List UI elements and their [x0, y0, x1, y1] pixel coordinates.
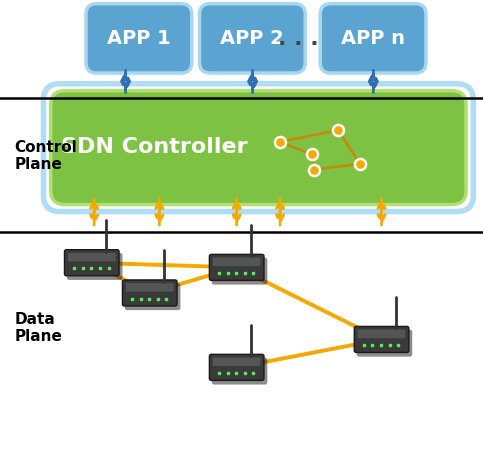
FancyBboxPatch shape: [210, 254, 264, 280]
FancyBboxPatch shape: [355, 326, 409, 352]
FancyBboxPatch shape: [357, 330, 412, 357]
FancyBboxPatch shape: [67, 253, 123, 280]
FancyBboxPatch shape: [65, 250, 119, 276]
FancyBboxPatch shape: [212, 258, 268, 285]
FancyBboxPatch shape: [320, 4, 426, 73]
FancyBboxPatch shape: [212, 358, 268, 385]
FancyBboxPatch shape: [123, 280, 177, 306]
Text: APP 1: APP 1: [107, 29, 170, 48]
FancyBboxPatch shape: [213, 358, 261, 366]
Text: APP n: APP n: [341, 29, 405, 48]
FancyBboxPatch shape: [199, 4, 305, 73]
Text: . . .: . . .: [278, 28, 318, 49]
FancyBboxPatch shape: [51, 91, 466, 205]
FancyBboxPatch shape: [126, 283, 174, 292]
Text: Data
Plane: Data Plane: [14, 312, 62, 344]
FancyBboxPatch shape: [68, 253, 116, 261]
FancyBboxPatch shape: [210, 354, 264, 380]
FancyBboxPatch shape: [86, 4, 192, 73]
FancyBboxPatch shape: [358, 330, 406, 338]
FancyBboxPatch shape: [125, 283, 181, 310]
FancyBboxPatch shape: [213, 258, 261, 266]
Text: Control
Plane: Control Plane: [14, 140, 77, 172]
Text: APP 2: APP 2: [221, 29, 284, 48]
Text: SDN Controller: SDN Controller: [61, 137, 248, 158]
